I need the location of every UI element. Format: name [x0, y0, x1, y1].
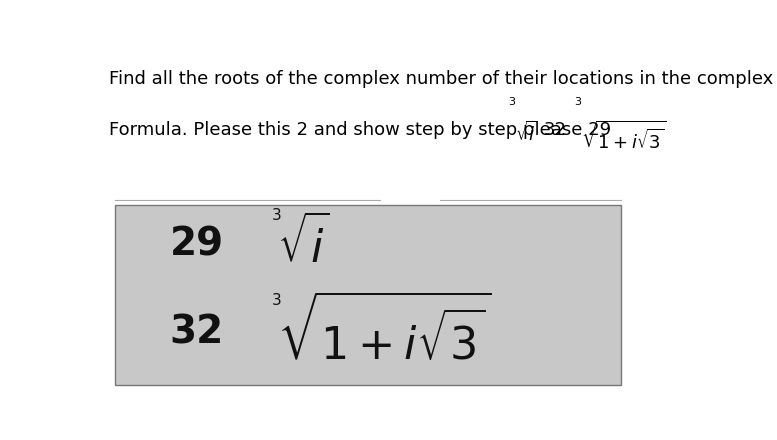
Text: Find all the roots of the complex number of their locations in the complex plane: Find all the roots of the complex number… [109, 70, 777, 88]
Text: $3$: $3$ [270, 292, 281, 308]
Text: $3$: $3$ [270, 207, 281, 224]
Text: 32: 32 [544, 121, 567, 139]
Text: 32: 32 [169, 313, 224, 351]
Text: $\sqrt{i}$: $\sqrt{i}$ [515, 121, 538, 145]
Text: $3$: $3$ [574, 95, 582, 107]
Text: $\sqrt{1+i\sqrt{3}}$: $\sqrt{1+i\sqrt{3}}$ [277, 296, 490, 369]
Text: $\sqrt{1+i\sqrt{3}}$: $\sqrt{1+i\sqrt{3}}$ [581, 121, 667, 153]
Text: Formula. Please this 2 and show step by step please 29: Formula. Please this 2 and show step by … [109, 121, 611, 139]
Text: $\sqrt{i}$: $\sqrt{i}$ [277, 216, 329, 272]
Text: 29: 29 [169, 225, 224, 263]
Text: $3$: $3$ [508, 95, 516, 107]
FancyBboxPatch shape [115, 205, 621, 385]
